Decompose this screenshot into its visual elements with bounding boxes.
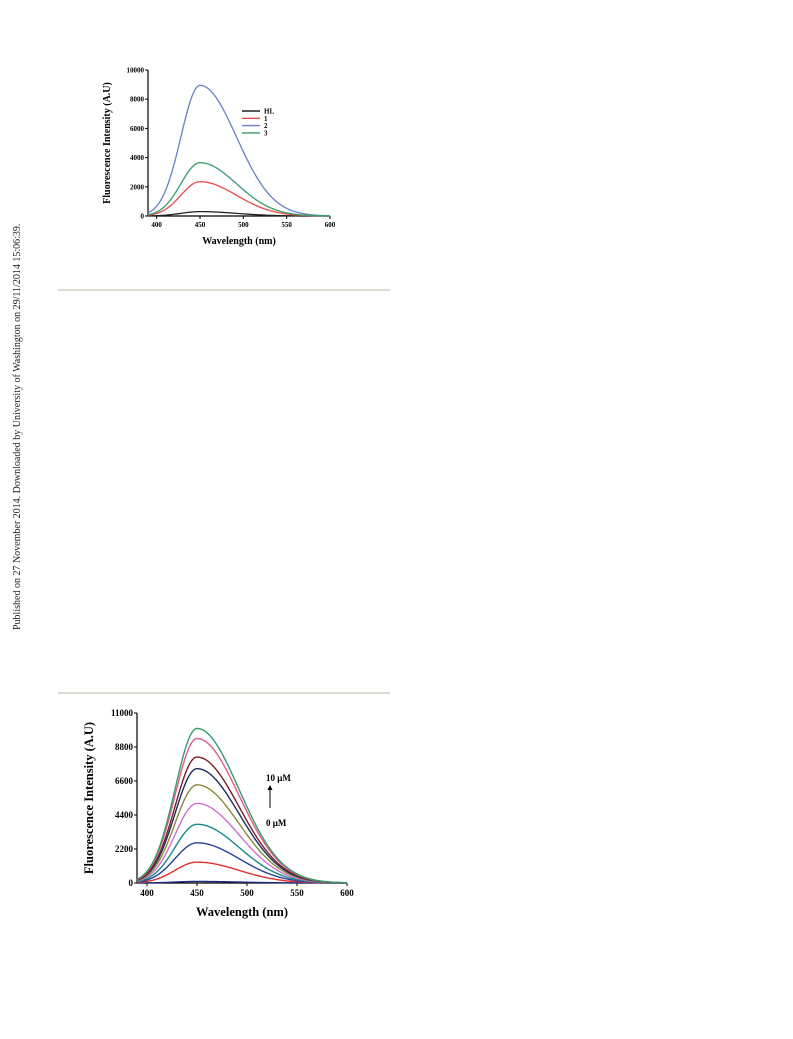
x-tick-label: 600 [340,888,354,898]
y-tick-label: 2000 [130,183,145,191]
legend-label: HL [264,108,274,116]
legend-label: 2 [264,122,268,130]
y-tick-label: 11000 [111,708,134,718]
y-tick-label: 2200 [115,844,134,854]
series-line [136,727,348,884]
x-tick-label: 500 [240,888,254,898]
annotation-max-concentration: 10 μM [266,773,291,783]
fluorescence-chart-top: 0 2000 4000 6000 8000 10000 400 450 500 550 600 Wav… [102,66,336,247]
x-axis-label: Wavelength (nm) [196,905,288,919]
y-tick-label: 8000 [130,96,145,104]
y-axis-label: Fluorescence Intensity (A.U) [102,82,113,204]
x-tick-label: 400 [140,888,154,898]
series-line [147,84,331,217]
divider-top [58,289,390,291]
y-tick-label: 0 [129,878,134,888]
x-tick-label: 550 [281,221,292,229]
arrow-up-icon [267,785,273,790]
x-tick-label: 500 [238,221,249,229]
divider-bottom [58,692,390,694]
x-tick-label: 550 [290,888,304,898]
x-tick-label: 450 [190,888,204,898]
x-tick-label: 400 [151,221,162,229]
y-tick-label: 8800 [115,742,134,752]
annotation-min-concentration: 0 μM [266,818,287,828]
y-tick-label: 0 [141,212,145,220]
y-tick-label: 4400 [115,810,134,820]
series-line [147,162,331,217]
x-tick-label: 600 [325,221,336,229]
legend-label: 3 [264,129,268,137]
series-line [147,210,330,217]
legend-label: 1 [264,115,268,123]
y-tick-label: 6600 [115,776,134,786]
x-tick-label: 450 [195,221,206,229]
x-axis-label: Wavelength (nm) [202,236,276,247]
y-tick-label: 4000 [130,154,145,162]
y-tick-label: 10000 [127,66,145,74]
fluorescence-titration-chart: 0 2200 4400 6600 8800 11000 400 450 500 550 600 Wav… [82,708,354,919]
y-axis-label: Fluorescence Intensity (A.U) [82,722,96,874]
publication-note: Published on 27 November 2014. Downloade… [12,223,23,630]
y-tick-label: 6000 [130,125,145,133]
